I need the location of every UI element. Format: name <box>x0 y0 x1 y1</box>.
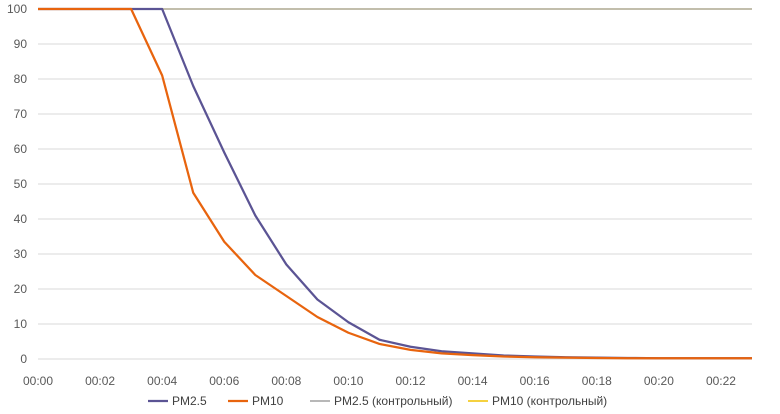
x-tick-label: 00:20 <box>644 374 674 388</box>
x-tick-label: 00:10 <box>333 374 363 388</box>
legend-label: PM2.5 <box>172 394 207 408</box>
x-tick-label: 00:16 <box>520 374 550 388</box>
legend-label: PM10 <box>252 394 284 408</box>
x-tick-label: 00:02 <box>85 374 115 388</box>
y-tick-label: 100 <box>7 2 27 16</box>
y-tick-label: 50 <box>14 177 28 191</box>
legend-item: PM2.5 <box>148 394 207 408</box>
y-tick-label: 40 <box>14 212 28 226</box>
gridlines <box>38 8 752 360</box>
x-tick-label: 00:22 <box>706 374 736 388</box>
y-tick-label: 90 <box>14 37 28 51</box>
legend-item: PM10 <box>228 394 284 408</box>
legend: PM2.5 PM10 PM2.5 (контрольный) PM10 (контро… <box>148 394 607 408</box>
x-tick-label: 00:08 <box>271 374 301 388</box>
x-tick-label: 00:04 <box>147 374 177 388</box>
x-tick-label: 00:00 <box>23 374 53 388</box>
y-tick-label: 60 <box>14 142 28 156</box>
y-tick-label: 30 <box>14 247 28 261</box>
y-tick-label: 70 <box>14 107 28 121</box>
y-axis-tick-labels: 0 10 20 30 40 50 60 70 80 90 100 <box>7 2 27 366</box>
x-tick-label: 00:12 <box>396 374 426 388</box>
y-tick-label: 0 <box>20 352 27 366</box>
legend-label: PM2.5 (контрольный) <box>334 394 452 408</box>
x-tick-label: 00:18 <box>582 374 612 388</box>
series-lines <box>38 7 752 360</box>
x-axis-tick-labels: 00:00 00:02 00:04 00:06 00:08 00:10 00:12 00:14… <box>23 374 736 388</box>
y-tick-label: 20 <box>14 282 28 296</box>
series-line-1 <box>38 7 752 360</box>
legend-item: PM10 (контрольный) <box>468 394 607 408</box>
x-tick-label: 00:14 <box>458 374 488 388</box>
y-tick-label: 80 <box>14 72 28 86</box>
y-tick-label: 10 <box>14 317 28 331</box>
legend-item: PM2.5 (контрольный) <box>310 394 452 408</box>
legend-label: PM10 (контрольный) <box>492 394 607 408</box>
x-tick-label: 00:06 <box>209 374 239 388</box>
